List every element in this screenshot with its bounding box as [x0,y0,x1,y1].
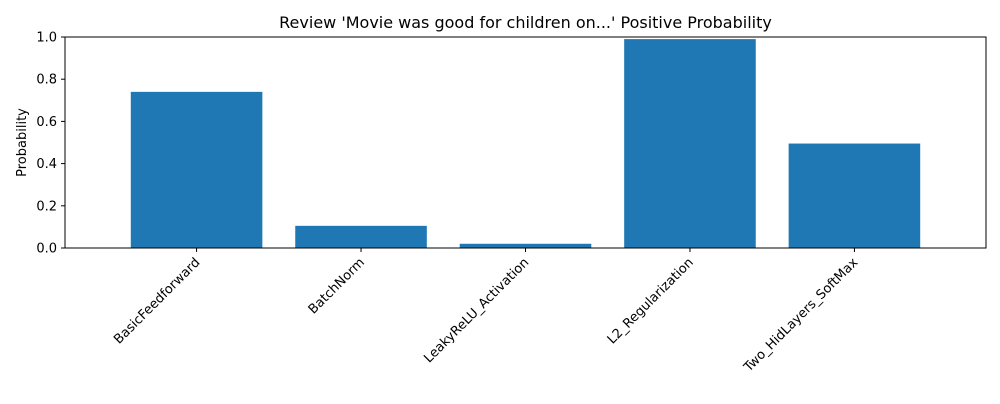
x-tick-label: LeakyReLU_Activation [421,255,532,366]
y-tick-label: 0.4 [36,157,57,172]
y-axis-title: Probability [15,108,30,177]
bar-l2-regularization [624,39,756,248]
x-axis-ticks: BasicFeedforward BatchNorm LeakyReLU_Activ… [111,248,861,376]
bar-two-hidlayers-softmax [788,143,921,248]
y-tick-label: 1.0 [36,31,57,46]
y-tick-label: 0.6 [36,115,57,130]
chart-title: Review 'Movie was good for children on..… [279,13,772,32]
y-tick-label: 0.0 [36,242,57,257]
y-tick-label: 0.2 [36,199,57,214]
bars-group [130,39,921,248]
bar-basicfeedforward [130,91,263,248]
x-tick-label: BatchNorm [306,255,368,317]
x-tick-label: BasicFeedforward [111,255,203,347]
bar-batchnorm [295,225,427,248]
x-tick-label: Two_HidLayers_SoftMax [741,255,862,376]
plot-frame [64,36,987,249]
bar-leakyrelu-activation [459,243,592,248]
y-tick-label: 0.8 [36,73,57,88]
x-tick-label: L2_Regularization [605,255,697,347]
y-axis-ticks: 0.0 0.2 0.4 0.6 0.8 1.0 [36,31,65,257]
